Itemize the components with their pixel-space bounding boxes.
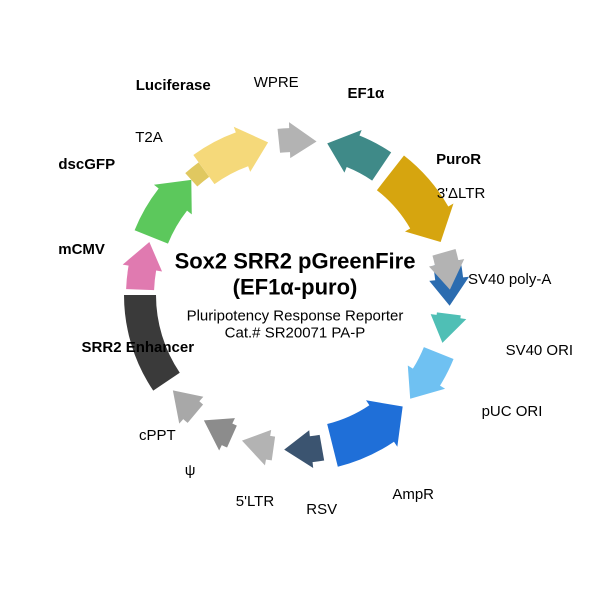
- segment-cppt: [173, 390, 203, 423]
- segment-rsv: [284, 430, 324, 468]
- label-cppt: cPPT: [139, 427, 176, 444]
- segment-ampr: [327, 400, 402, 466]
- segment-dscgfp: [135, 180, 192, 244]
- label-srr2-enhancer: SRR2 Enhancer: [82, 339, 195, 356]
- segment-wpre: [278, 122, 317, 158]
- label-wpre: WPRE: [254, 74, 299, 91]
- label-mcmv: mCMV: [58, 241, 105, 258]
- segment-ef1-: [327, 130, 391, 181]
- label-ampr: AmpR: [392, 486, 434, 503]
- segment--: [204, 418, 237, 450]
- label-ef1-: EF1α: [347, 85, 384, 102]
- label-puc-ori: pUC ORI: [482, 403, 543, 420]
- label-dscgfp: dscGFP: [58, 156, 115, 173]
- plasmid-subtitle: Pluripotency Response Reporter Cat.# SR2…: [155, 307, 435, 341]
- label-sv40-poly-a: SV40 poly-A: [468, 271, 551, 288]
- label-luciferase: Luciferase: [136, 77, 211, 94]
- segment-sv40-ori: [431, 312, 467, 342]
- plasmid-title: Sox2 SRR2 pGreenFire (EF1α-puro): [155, 249, 435, 302]
- label--: ψ: [185, 462, 196, 479]
- center-text-block: Sox2 SRR2 pGreenFire (EF1α-puro) Pluripo…: [155, 249, 435, 342]
- label-sv40-ori: SV40 ORI: [506, 342, 574, 359]
- segment-5-ltr: [242, 430, 275, 465]
- label-t2a: T2A: [135, 129, 163, 146]
- plasmid-map-diagram: { "center": { "title_line1": "Sox2 SRR2 …: [0, 0, 590, 590]
- segment-puc-ori: [408, 347, 454, 399]
- label-puror: PuroR: [436, 151, 481, 168]
- label-rsv: RSV: [306, 501, 337, 518]
- label-5-ltr: 5'LTR: [236, 493, 274, 510]
- label-3-ltr: 3'ΔLTR: [437, 185, 485, 202]
